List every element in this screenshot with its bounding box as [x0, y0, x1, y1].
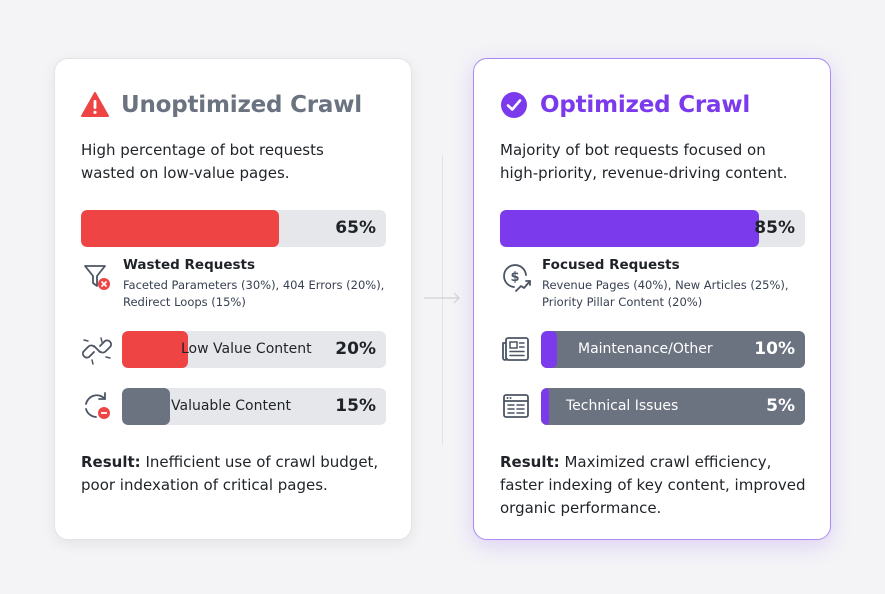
bar-label: Maintenance/Other	[578, 341, 713, 357]
card-title: Unoptimized Crawl	[121, 92, 362, 118]
card-description: High percentage of bot requests wasted o…	[81, 141, 324, 182]
focused-share-bar: 85%	[500, 210, 805, 247]
optimized-crawl-card: Optimized Crawl Majority of bot requests…	[473, 58, 831, 540]
bar-percent: 15%	[335, 396, 376, 416]
bar-percent: 5%	[766, 396, 795, 416]
bar-label: Technical Issues	[566, 398, 679, 414]
result-statement: Result: Inefficient use of crawl budget,…	[81, 451, 391, 497]
bar-fill	[81, 210, 280, 247]
dollar-growth-icon: $	[503, 264, 531, 292]
card-header: Unoptimized Crawl	[81, 91, 362, 119]
bar-percent: 85%	[754, 218, 795, 238]
bar-label: Low Value Content	[181, 341, 312, 357]
svg-text:$: $	[510, 270, 519, 285]
result-statement: Result: Maximized crawl efficiency, fast…	[500, 451, 810, 520]
valuable-content-bar: Valuable Content 15%	[122, 388, 386, 425]
arrow-right-icon	[424, 292, 460, 304]
card-title: Optimized Crawl	[540, 92, 751, 118]
result-label: Result:	[500, 453, 560, 471]
bar-fill	[122, 331, 188, 368]
low-value-content-bar: Low Value Content 20%	[122, 331, 386, 368]
warning-icon	[81, 92, 109, 117]
newspaper-icon	[502, 337, 529, 361]
refresh-error-icon	[85, 392, 110, 419]
broken-link-icon	[82, 337, 112, 365]
result-text: Inefficient use of crawl budget, poor in…	[81, 453, 379, 494]
result-text: Maximized crawl efficiency, faster index…	[500, 453, 806, 517]
unoptimized-crawl-card: Unoptimized Crawl High percentage of bot…	[54, 58, 412, 540]
center-divider	[442, 155, 443, 445]
bar-fill	[500, 210, 760, 247]
wasted-share-bar: 65%	[81, 210, 386, 247]
detail-text: Revenue Pages (40%), New Articles (25%),…	[542, 278, 789, 309]
bar-fill	[122, 388, 170, 425]
technical-issues-bar: Technical Issues 5%	[541, 388, 805, 425]
filter-error-icon	[84, 265, 110, 290]
maintenance-other-bar: Maintenance/Other 10%	[541, 331, 805, 368]
result-label: Result:	[81, 453, 141, 471]
browser-layout-icon	[503, 394, 529, 418]
bar-label: Valuable Content	[171, 398, 291, 414]
bar-fill	[541, 331, 557, 368]
detail-title: Focused Requests	[542, 257, 680, 273]
detail-text: Faceted Parameters (30%), 404 Errors (20…	[123, 278, 385, 309]
bar-percent: 65%	[335, 218, 376, 238]
bar-fill	[541, 388, 549, 425]
check-circle-icon	[501, 92, 527, 118]
card-description: Majority of bot requests focused on high…	[500, 141, 788, 182]
card-header: Optimized Crawl	[500, 91, 750, 119]
detail-title: Wasted Requests	[123, 257, 256, 273]
bar-percent: 20%	[335, 339, 376, 359]
bar-percent: 10%	[754, 339, 795, 359]
